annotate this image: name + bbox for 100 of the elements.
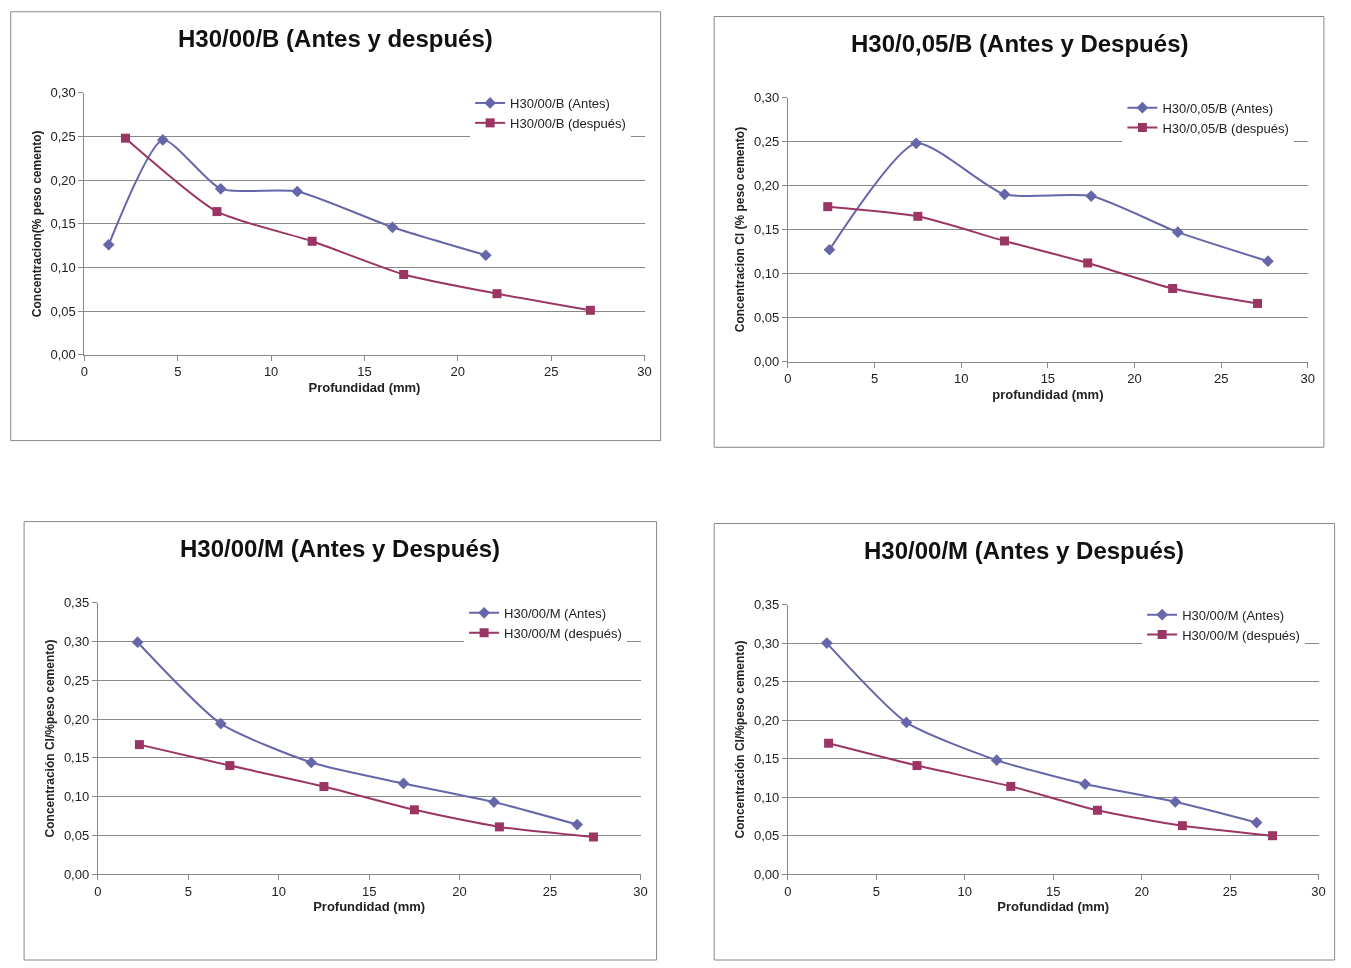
chart-title: H30/0,05/B (Antes y Después): [851, 30, 1189, 57]
point: [588, 832, 598, 842]
x-tick-label: 15: [361, 883, 377, 899]
y-tick-label: 0,00: [50, 347, 76, 363]
point: [913, 211, 923, 221]
x-tick-label: 0: [80, 364, 89, 380]
point: [492, 289, 502, 299]
y-tick-label: 0,20: [50, 172, 76, 188]
y-tick-label: 0,00: [63, 866, 90, 882]
y-tick-label: 0,25: [63, 672, 90, 688]
point: [214, 183, 227, 195]
legend-label: H30/00/B (después): [510, 115, 626, 131]
x-tick-label: 30: [1300, 371, 1316, 387]
y-tick-label: 0,05: [50, 303, 76, 319]
legend-label: H30/00/M (Antes): [1182, 607, 1285, 623]
x-tick-label: 25: [1222, 883, 1238, 899]
point: [225, 761, 235, 771]
point: [1092, 805, 1102, 815]
point: [214, 717, 227, 730]
x-tick-label: 5: [872, 883, 880, 899]
legend-label: H30/00/M (después): [1182, 627, 1300, 643]
chart-title: H30/00/M (Antes y Después): [180, 535, 501, 562]
y-tick-label: 0,10: [50, 260, 76, 276]
x-tick-label: 15: [357, 364, 372, 380]
legend-label: H30/00/B (Antes): [510, 96, 610, 112]
y-tick-label: 0,25: [753, 674, 780, 690]
point: [912, 761, 922, 771]
point: [1083, 258, 1093, 268]
point: [134, 740, 144, 750]
point: [820, 637, 833, 649]
y-tick-label: 0,30: [63, 633, 90, 649]
chart-title: H30/00/M (Antes y Después): [864, 537, 1185, 564]
point: [571, 818, 584, 831]
y-tick-label: 0,30: [753, 635, 780, 651]
point: [131, 636, 144, 649]
point: [1085, 190, 1098, 202]
point: [409, 805, 419, 815]
y-tick-label: 0,05: [753, 828, 780, 844]
y-tick-label: 0,15: [50, 216, 76, 232]
y-axis-title: Concentracion Cl (% peso cemento): [733, 126, 748, 333]
y-tick-label: 0,20: [753, 712, 780, 728]
x-tick-label: 20: [1127, 371, 1142, 387]
point: [386, 221, 399, 234]
x-tick-label: 25: [542, 883, 558, 899]
point: [319, 782, 329, 792]
point: [494, 822, 504, 832]
point: [399, 269, 409, 279]
point: [1268, 831, 1278, 841]
point: [212, 207, 222, 217]
point: [307, 236, 317, 246]
legend-label: H30/00/M (Antes): [504, 605, 606, 621]
y-tick-label: 0,10: [63, 789, 90, 805]
point: [305, 756, 318, 769]
x-tick-label: 15: [1040, 371, 1056, 387]
point: [479, 249, 492, 262]
x-tick-label: 20: [450, 364, 466, 380]
y-tick-label: 0,25: [753, 134, 780, 150]
point: [900, 716, 913, 729]
point: [1250, 816, 1263, 829]
y-tick-label: 0,35: [753, 597, 780, 613]
y-tick-label: 0,05: [63, 827, 90, 843]
y-axis-title: Concentracion(% peso cemento): [29, 130, 44, 318]
x-axis-title: Profundidad (mm): [997, 899, 1110, 915]
legend-label: H30/00/M (después): [504, 625, 622, 641]
x-tick-label: 20: [1134, 883, 1149, 899]
point: [824, 738, 834, 748]
point: [1169, 795, 1182, 808]
y-axis-title: Concentración Cl/%peso cemento): [733, 640, 748, 839]
point: [120, 133, 130, 143]
x-axis-title: profundidad (mm): [992, 386, 1104, 402]
point: [998, 188, 1011, 201]
x-tick-label: 25: [1213, 371, 1229, 387]
y-tick-label: 0,25: [50, 129, 76, 144]
y-tick-label: 0,20: [63, 711, 90, 727]
y-tick-label: 0,20: [753, 178, 780, 194]
x-tick-label: 30: [1311, 883, 1326, 899]
point: [397, 777, 410, 790]
point: [823, 243, 836, 256]
y-tick-label: 0,35: [63, 595, 90, 611]
y-tick-label: 0,15: [753, 751, 780, 767]
x-tick-label: 10: [263, 364, 279, 380]
x-tick-label: 0: [784, 883, 792, 899]
chart-title: H30/00/B (Antes y después): [178, 25, 493, 52]
y-tick-label: 0,10: [753, 266, 780, 282]
x-tick-label: 0: [784, 371, 792, 387]
point: [823, 202, 833, 212]
x-tick-label: 15: [1045, 883, 1061, 899]
point: [102, 238, 115, 251]
point: [1177, 821, 1187, 831]
y-tick-label: 0,15: [753, 222, 780, 238]
x-tick-label: 20: [452, 883, 467, 899]
x-tick-label: 5: [870, 371, 879, 387]
point: [1168, 283, 1178, 293]
point: [1171, 226, 1184, 239]
x-tick-label: 10: [271, 883, 286, 899]
point: [910, 137, 922, 150]
y-tick-label: 0,05: [753, 310, 780, 326]
point: [990, 754, 1003, 767]
x-tick-label: 25: [543, 364, 559, 380]
y-tick-label: 0,00: [753, 354, 780, 370]
